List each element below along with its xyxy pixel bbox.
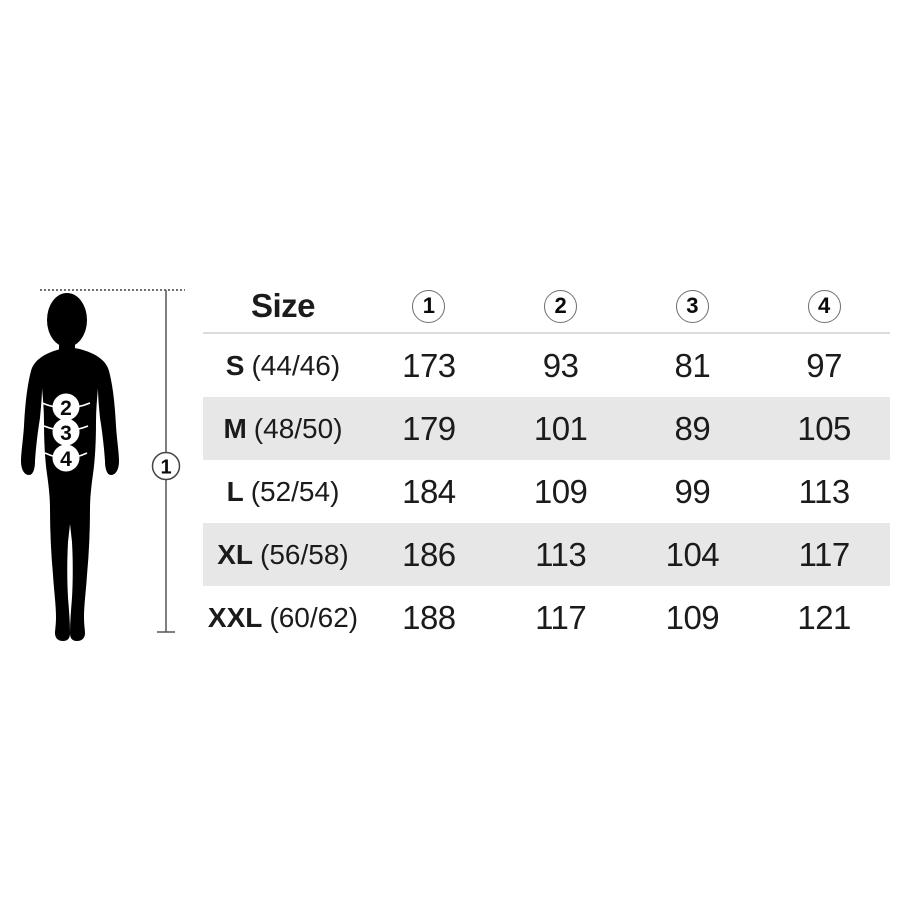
- value-cell: 113: [798, 472, 851, 510]
- value-cell: 173: [402, 346, 456, 384]
- silhouette-head: [47, 293, 87, 347]
- size-label: S (44/46): [225, 349, 341, 381]
- size-label: XXL (60/62): [207, 601, 359, 633]
- height-marker-number: 1: [160, 457, 171, 479]
- size-table: Size 1 2 3 4 S (44/46) 173 93 81 9: [203, 280, 890, 649]
- value-cell: 89: [674, 409, 711, 447]
- value-cell: 101: [533, 409, 588, 447]
- value-cell: 99: [674, 472, 711, 510]
- size-label: XL (56/58): [217, 538, 349, 570]
- value-cell: 104: [665, 535, 720, 573]
- height-marker-circle: [151, 451, 181, 481]
- value-cell: 117: [535, 598, 587, 636]
- circled-4-icon: 4: [807, 289, 841, 323]
- size-label: L (52/54): [226, 475, 340, 507]
- silhouette-body: [21, 347, 119, 641]
- value-cell: 93: [542, 346, 579, 384]
- size-label: M (48/50): [223, 412, 343, 444]
- table-body: S (44/46) 173 93 81 97 M (48/50) 179 101 8…: [203, 334, 890, 649]
- value-cell: 186: [402, 535, 456, 573]
- column-header-3: 3: [627, 289, 759, 323]
- table-row-xxl: XXL (60/62) 188 117 109 121: [203, 586, 890, 649]
- value-cell: 97: [806, 346, 842, 384]
- value-cell: 188: [402, 598, 456, 636]
- value-cell: 109: [665, 598, 720, 636]
- chest-marker-number: 2: [60, 397, 72, 420]
- value-cell: 105: [797, 409, 851, 447]
- circled-3-icon: 3: [675, 289, 709, 323]
- value-cell: 109: [533, 472, 588, 510]
- waist-marker-number: 3: [60, 422, 72, 445]
- hip-marker-circle: [52, 444, 80, 472]
- column-header-1: 1: [363, 289, 495, 323]
- male-silhouette: 2 3 4: [21, 293, 119, 641]
- value-cell: 117: [798, 535, 851, 573]
- table-row-l: L (52/54) 184 109 99 113: [203, 460, 890, 523]
- waist-marker-circle: [52, 418, 80, 446]
- value-cell: 184: [402, 472, 456, 510]
- column-header-4: 4: [758, 289, 890, 323]
- value-cell: 113: [535, 535, 587, 573]
- value-cell: 179: [402, 409, 456, 447]
- table-row-xl: XL (56/58) 186 113 104 117: [203, 523, 890, 586]
- size-column-header: Size: [250, 287, 316, 324]
- circled-1-icon: 1: [412, 289, 446, 323]
- body-measurement-figure: 2 3 4 1: [10, 285, 200, 650]
- value-cell: 121: [797, 598, 851, 636]
- value-cell: 81: [674, 346, 711, 384]
- column-header-2: 2: [495, 289, 627, 323]
- table-row-s: S (44/46) 173 93 81 97: [203, 334, 890, 397]
- table-header-row: Size 1 2 3 4: [203, 280, 890, 334]
- table-row-m: M (48/50) 179 101 89 105: [203, 397, 890, 460]
- hip-marker-number: 4: [60, 448, 72, 471]
- figure-svg: 2 3 4 1: [21, 289, 185, 641]
- circled-2-icon: 2: [544, 289, 578, 323]
- chest-marker-circle: [52, 393, 80, 421]
